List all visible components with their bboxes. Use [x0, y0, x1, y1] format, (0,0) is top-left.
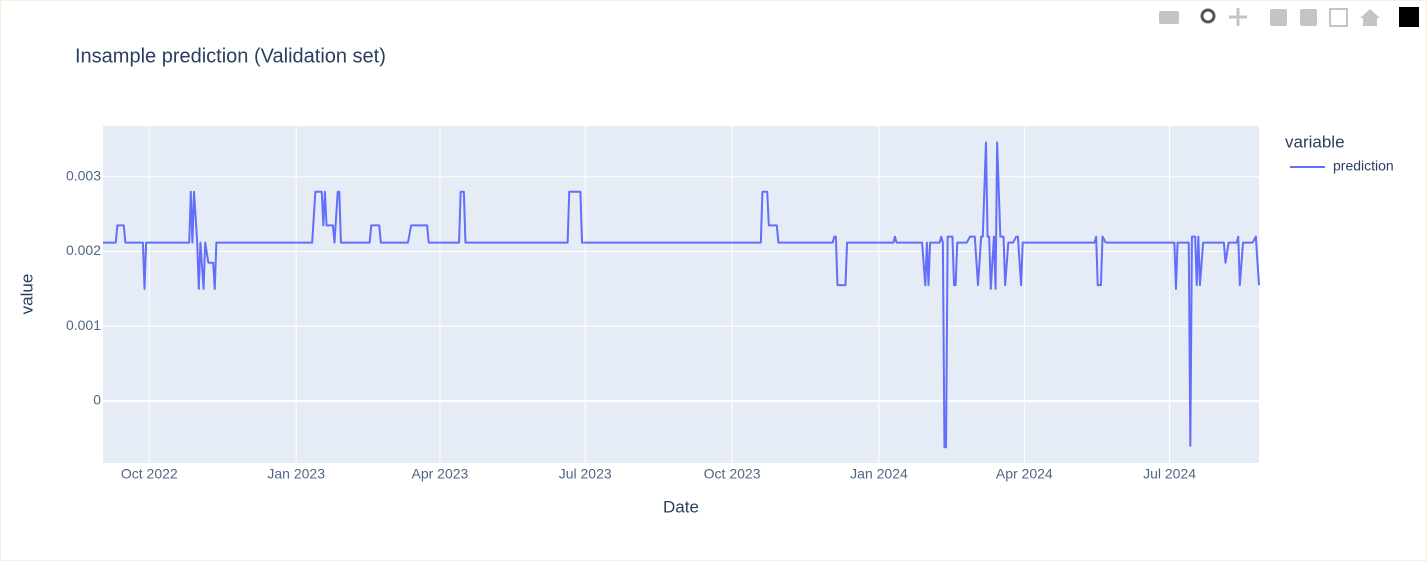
chart-title: Insample prediction (Validation set) — [75, 45, 386, 67]
y-axis-title: value — [17, 274, 36, 315]
legend-label: prediction — [1333, 158, 1394, 174]
y-tick-label: 0.003 — [66, 168, 101, 184]
x-tick-label: Oct 2022 — [121, 466, 178, 482]
home-icon[interactable] — [1360, 9, 1380, 26]
grid — [103, 126, 1259, 463]
x-tick-label: Jul 2023 — [559, 466, 612, 482]
camera-icon[interactable] — [1159, 11, 1179, 24]
x-tick-label: Jan 2024 — [850, 466, 908, 482]
zoom-icon[interactable] — [1200, 8, 1216, 24]
pan-icon[interactable] — [1229, 8, 1247, 26]
x-axis-title: Date — [663, 497, 699, 516]
marks — [103, 141, 1260, 449]
y-tick-label: 0.001 — [66, 317, 101, 333]
x-tick-label: Apr 2023 — [411, 466, 468, 482]
x-tick-label: Jan 2023 — [267, 466, 325, 482]
zoom-out-icon[interactable] — [1300, 9, 1317, 26]
legend-title: variable — [1285, 132, 1345, 151]
plotly-logo[interactable] — [1399, 7, 1419, 27]
labels: 0 0.001 0.002 0.003 Oct 2022 Jan 2023 Apr 2023… — [66, 158, 1394, 482]
autoscale-icon[interactable] — [1329, 8, 1348, 27]
data-line — [103, 141, 1260, 449]
y-tick-label: 0.002 — [66, 242, 101, 258]
y-tick-label: 0 — [93, 392, 101, 408]
x-tick-label: Apr 2024 — [996, 466, 1053, 482]
modebar[interactable] — [1159, 7, 1419, 27]
x-tick-label: Jul 2024 — [1143, 466, 1196, 482]
zoom-in-icon[interactable] — [1270, 9, 1287, 26]
plot-area — [103, 126, 1259, 463]
x-tick-label: Oct 2023 — [704, 466, 761, 482]
